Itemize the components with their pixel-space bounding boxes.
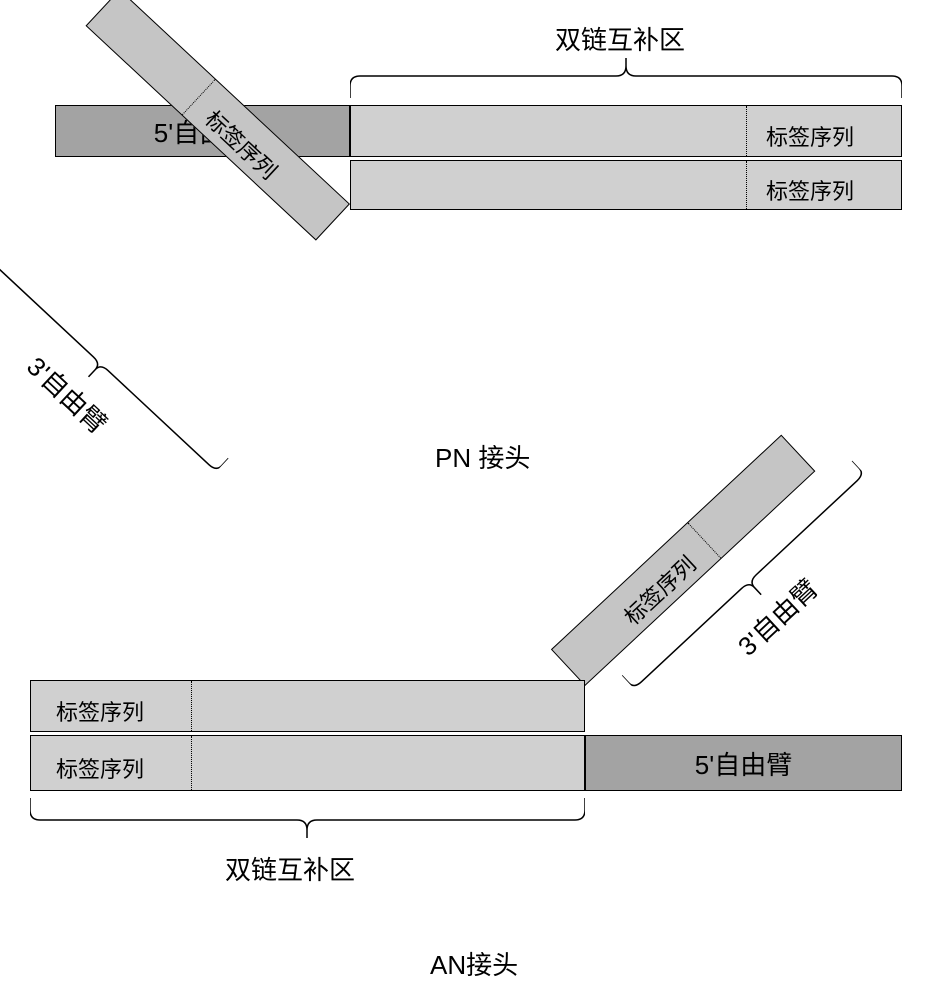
an-complement-bottom: 标签序列 (30, 735, 585, 791)
an-tag-divider-diag (688, 523, 721, 559)
pn-tag-divider-diag (182, 79, 215, 115)
pn-connector-label: PN 接头 (435, 438, 530, 475)
an-tag-label-bottom: 标签序列 (56, 752, 144, 784)
diagram-canvas: 双链互补区 5'自由臂 标签序列 标签序列 标签序列 3'自由臂 PN 接头 标… (0, 0, 929, 1000)
an-complement-label: 双链互补区 (225, 850, 355, 887)
an-connector-label: AN接头 (430, 945, 518, 982)
pn-tag-label-top: 标签序列 (766, 120, 854, 152)
pn-complement-bottom: 标签序列 (350, 160, 902, 210)
pn-tag-label-bottom: 标签序列 (766, 174, 854, 206)
an-tag-label-top: 标签序列 (56, 695, 144, 727)
pn-top-brace (350, 58, 902, 98)
pn-tag-divider-bottom (746, 161, 747, 209)
an-five-prime-text: 5'自由臂 (695, 745, 792, 782)
pn-complement-top: 标签序列 (350, 105, 902, 157)
an-complement-top: 标签序列 (30, 680, 585, 732)
an-bottom-brace (30, 798, 585, 838)
an-tag-divider-bottom (191, 736, 192, 790)
an-five-prime-arm: 5'自由臂 (585, 735, 902, 791)
an-tag-divider-top (191, 681, 192, 731)
pn-tag-divider-top (746, 106, 747, 156)
pn-complement-label: 双链互补区 (555, 20, 685, 57)
